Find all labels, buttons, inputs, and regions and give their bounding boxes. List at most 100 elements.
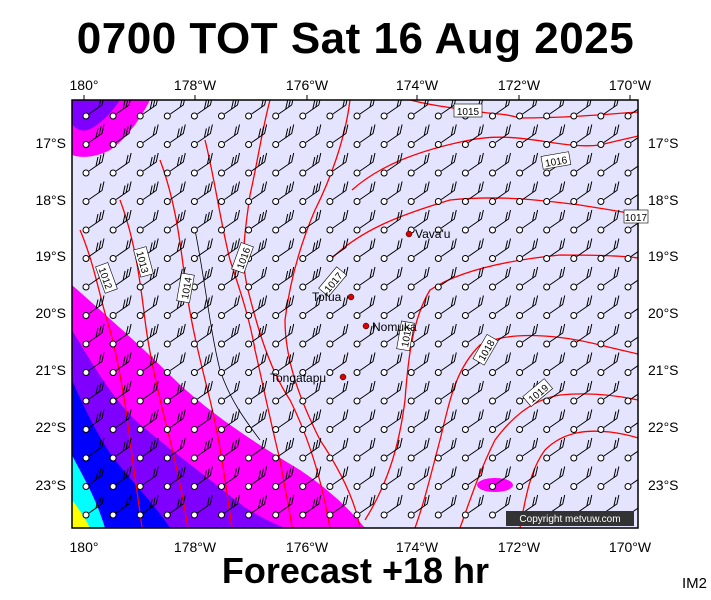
wind-barb-station [489, 112, 496, 120]
wind-barb [359, 266, 376, 286]
wind-barb [522, 409, 539, 428]
wind-barb [522, 437, 539, 457]
wind-barb-station [299, 397, 307, 405]
wind-barb [603, 380, 620, 400]
wind-barb-station [624, 169, 632, 177]
wind-barb [278, 181, 295, 200]
wind-barb-station [489, 283, 496, 291]
wind-barb-station [272, 169, 280, 177]
wind-barb-station [624, 312, 632, 319]
wind-barb [305, 124, 322, 143]
map-frame [71, 99, 639, 529]
wind-barb-station [380, 255, 388, 262]
wind-barb-station [272, 255, 280, 262]
wind-barb-station [163, 255, 171, 262]
lat-tick-right-6: 23°S [648, 477, 679, 493]
wind-barb-station [82, 169, 90, 177]
wind-barb [441, 352, 457, 371]
wind-barb [522, 209, 539, 229]
wind-barb [603, 494, 620, 514]
wind-barb-station [380, 397, 388, 405]
wind-barb [441, 152, 457, 172]
wind-barb-station [245, 397, 253, 405]
wind-barb [359, 100, 375, 115]
wind-barb-station [516, 198, 524, 205]
wind-barb [413, 295, 430, 314]
wind-barb [495, 266, 511, 286]
wind-barb-station [218, 141, 225, 148]
lat-tick-left-2: 19°S [35, 248, 66, 264]
wind-barb-station [109, 340, 117, 348]
wind-barb [115, 209, 132, 229]
place-label-tofua: Tofua [312, 290, 342, 304]
wind-barb [88, 181, 105, 200]
wind-barb-station [136, 312, 144, 319]
wind-barb-station [489, 312, 496, 319]
lon-tick-top-3: 174°W [396, 77, 439, 93]
wind-barb [441, 266, 457, 286]
wind-barb [386, 352, 403, 371]
wind-barb-station [163, 340, 171, 348]
wind-barb-station [570, 340, 578, 348]
wind-barb [224, 323, 240, 343]
wind-barb-station [218, 169, 225, 177]
wind-barb [576, 124, 593, 143]
wind-barb [332, 238, 349, 257]
wind-barb-station [82, 112, 90, 120]
wind-barb-station [272, 426, 280, 433]
wind-barb [495, 152, 511, 172]
wind-barb-station [272, 283, 280, 291]
places: Vava'u Tofua Nomuka Tongatapu [270, 227, 450, 385]
wind-barb-station [163, 141, 171, 148]
wind-barb-station [109, 141, 117, 148]
wind-barb [386, 409, 403, 428]
wind-barb [441, 295, 457, 314]
wind-barb-station [299, 255, 307, 262]
wind-barb-station [109, 255, 117, 262]
wind-barb [359, 323, 376, 343]
wind-barb [115, 238, 132, 257]
wind-barb-station [82, 198, 90, 205]
wind-barb-station [109, 169, 117, 177]
lon-tick-bottom-5: 170°W [609, 539, 652, 555]
lon-tick-bottom-2: 176°W [286, 539, 329, 555]
wind-barb-station [434, 283, 442, 291]
wind-barb [115, 295, 132, 314]
wind-barb [495, 466, 511, 485]
wind-barb [468, 152, 484, 172]
wind-barb [630, 279, 638, 286]
wind-barb-station [570, 426, 578, 433]
wind-barb [576, 181, 593, 200]
wind-barb-station [380, 141, 388, 148]
wind-barb [197, 152, 213, 172]
wind-barb [630, 222, 638, 229]
wind-barb [332, 466, 349, 485]
wind-barb [224, 124, 240, 143]
wind-barb [197, 323, 213, 343]
wind-barb [630, 365, 638, 371]
wind-barb-station [597, 426, 605, 433]
lon-axis: 180° 178°W 176°W 174°W 172°W 170°W 180° … [70, 77, 652, 555]
wind-barb-station [516, 255, 524, 262]
wind-barb [468, 437, 484, 457]
wind-barb-station [136, 483, 144, 490]
wind-barb-station [461, 369, 469, 376]
wind-barb-station [597, 283, 605, 291]
wind-barb [251, 238, 268, 257]
wind-barb [441, 181, 457, 200]
wind-barb-station [543, 397, 551, 405]
wind-barb [522, 100, 538, 115]
wind-barb [278, 466, 295, 485]
wind-barb-station [190, 483, 198, 490]
wind-barb-station [461, 340, 469, 348]
wind-barb-station [407, 141, 415, 148]
wind-barb [413, 238, 430, 257]
wind-barb-station [190, 112, 198, 120]
wind-barb-station [489, 483, 496, 490]
wind-barb [142, 100, 158, 115]
wind-barb-station [407, 283, 415, 291]
wind-barb [413, 494, 430, 514]
wind-barb-station [326, 141, 334, 148]
wind-barb [332, 124, 349, 143]
